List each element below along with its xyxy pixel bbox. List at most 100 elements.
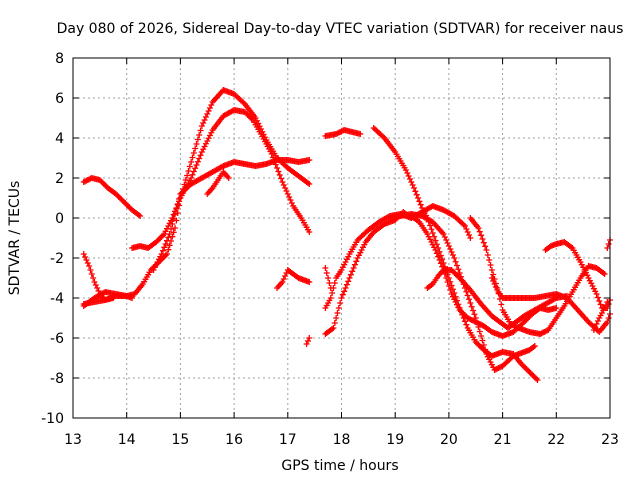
y-tick-label: 8 bbox=[55, 51, 64, 67]
y-axis-label: SDTVAR / TECUs bbox=[7, 181, 23, 296]
data-point-marker bbox=[247, 114, 254, 121]
data-point-marker bbox=[94, 285, 101, 291]
data-point-marker bbox=[523, 366, 530, 373]
data-point-marker bbox=[449, 293, 456, 300]
data-point-marker bbox=[594, 294, 601, 301]
data-point-marker bbox=[125, 203, 132, 209]
y-tick-label: 2 bbox=[55, 171, 64, 187]
data-point-marker bbox=[83, 257, 90, 263]
data-point-marker bbox=[162, 228, 169, 235]
data-point-marker bbox=[112, 191, 119, 197]
data-point-marker bbox=[428, 282, 435, 288]
data-point-marker bbox=[466, 232, 473, 238]
data-point-marker bbox=[355, 252, 362, 259]
series-track-14 bbox=[370, 125, 541, 383]
data-point-marker bbox=[99, 179, 106, 186]
data-point-marker bbox=[527, 370, 534, 377]
data-point-marker bbox=[338, 267, 345, 273]
x-tick-label: 23 bbox=[601, 432, 619, 448]
data-point-marker bbox=[188, 175, 195, 181]
data-point-marker bbox=[162, 252, 169, 259]
data-point-marker bbox=[514, 324, 521, 331]
series-track-12 bbox=[322, 209, 415, 337]
data-point-marker bbox=[114, 192, 121, 199]
data-point-marker bbox=[306, 181, 313, 187]
data-point-marker bbox=[409, 182, 416, 188]
data-point-marker bbox=[467, 235, 474, 241]
x-tick-label: 14 bbox=[118, 432, 136, 448]
data-point-marker bbox=[201, 117, 208, 123]
data-point-marker bbox=[154, 237, 161, 244]
data-point-marker bbox=[166, 242, 173, 249]
data-point-marker bbox=[208, 129, 215, 136]
data-point-marker bbox=[445, 243, 452, 249]
data-point-marker bbox=[428, 239, 435, 245]
data-point-marker bbox=[82, 254, 89, 260]
data-point-marker bbox=[155, 236, 162, 243]
data-point-marker bbox=[475, 341, 482, 348]
data-point-marker bbox=[474, 319, 481, 326]
data-point-marker bbox=[452, 258, 459, 265]
data-point-marker bbox=[157, 235, 164, 241]
y-tick-label: -10 bbox=[41, 411, 64, 427]
data-point-marker bbox=[529, 371, 536, 378]
data-point-marker bbox=[588, 280, 595, 287]
data-point-marker bbox=[553, 305, 560, 311]
data-point-marker bbox=[84, 177, 91, 183]
data-point-marker bbox=[357, 131, 364, 137]
data-point-marker bbox=[440, 231, 447, 237]
data-point-marker bbox=[200, 146, 207, 153]
data-point-marker bbox=[350, 265, 357, 271]
data-point-marker bbox=[413, 191, 420, 198]
data-point-marker bbox=[326, 280, 333, 286]
data-point-marker bbox=[380, 133, 387, 140]
data-point-marker bbox=[463, 226, 470, 232]
data-point-marker bbox=[345, 253, 352, 260]
data-point-marker bbox=[448, 291, 455, 297]
data-point-marker bbox=[306, 335, 313, 341]
data-point-marker bbox=[415, 195, 422, 201]
data-point-marker bbox=[274, 165, 281, 171]
data-point-marker bbox=[593, 321, 600, 327]
data-point-marker bbox=[476, 228, 483, 235]
data-point-marker bbox=[475, 225, 482, 231]
data-point-marker bbox=[206, 105, 213, 111]
y-tick-labels: -10 -8 -6 -4 -2 0 2 4 6 8 bbox=[41, 51, 64, 427]
data-point-marker bbox=[427, 236, 434, 243]
data-point-marker bbox=[159, 247, 166, 254]
data-point-marker bbox=[334, 310, 341, 316]
data-point-marker bbox=[604, 245, 611, 251]
data-point-marker bbox=[185, 168, 192, 174]
data-point-marker bbox=[468, 317, 475, 323]
data-point-marker bbox=[472, 339, 479, 345]
data-point-marker bbox=[589, 283, 596, 289]
data-point-marker bbox=[342, 259, 349, 265]
data-point-marker bbox=[471, 311, 478, 318]
data-point-marker bbox=[568, 244, 575, 250]
data-point-marker bbox=[118, 196, 125, 203]
data-point-marker bbox=[539, 329, 546, 336]
data-point-marker bbox=[445, 283, 452, 289]
data-point-marker bbox=[338, 128, 345, 135]
data-point-marker bbox=[491, 367, 498, 373]
data-point-marker bbox=[581, 267, 588, 273]
data-point-marker bbox=[202, 140, 209, 147]
data-point-marker bbox=[590, 327, 597, 333]
data-point-marker bbox=[198, 123, 205, 129]
data-point-marker bbox=[410, 185, 417, 191]
series-track-21 bbox=[590, 299, 611, 333]
data-point-marker bbox=[444, 279, 451, 285]
data-point-marker bbox=[341, 288, 348, 295]
data-point-marker bbox=[467, 316, 474, 323]
series-track-1 bbox=[80, 175, 144, 219]
data-point-marker bbox=[333, 315, 340, 321]
data-point-marker bbox=[476, 321, 483, 327]
data-point-marker bbox=[168, 226, 175, 232]
data-point-marker bbox=[201, 143, 208, 150]
data-point-marker bbox=[467, 300, 474, 306]
data-point-marker bbox=[338, 295, 345, 301]
data-point-marker bbox=[282, 185, 289, 191]
data-point-marker bbox=[444, 240, 451, 246]
data-point-marker bbox=[491, 281, 498, 287]
